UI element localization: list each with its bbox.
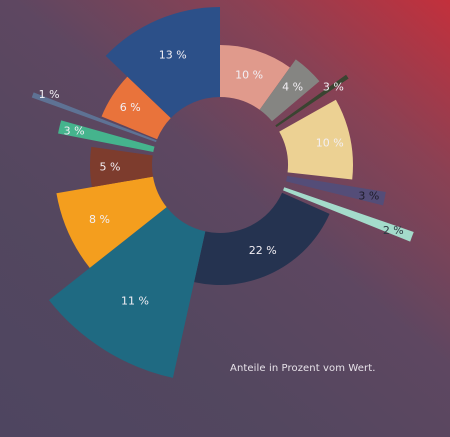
slice-9 xyxy=(56,176,167,268)
slice-label-14: 13 % xyxy=(159,49,187,62)
slice-1 xyxy=(220,45,290,110)
slice-label-10: 5 % xyxy=(100,161,121,174)
slice-12 xyxy=(31,92,157,143)
slice-4 xyxy=(279,99,353,180)
slice-6 xyxy=(283,187,414,242)
slice-label-6: 2 % xyxy=(383,224,404,237)
slice-11 xyxy=(58,120,155,153)
slice-13 xyxy=(101,76,171,140)
slice-label-8: 11 % xyxy=(121,295,149,308)
slice-7 xyxy=(194,192,330,286)
slice-5 xyxy=(285,175,386,206)
slice-label-4: 10 % xyxy=(316,137,344,150)
slice-label-3: 3 % xyxy=(323,80,344,93)
slice-label-13: 6 % xyxy=(120,101,141,114)
slice-label-5: 3 % xyxy=(358,190,379,203)
slice-label-12: 1 % xyxy=(39,88,60,101)
slice-label-11: 3 % xyxy=(64,124,85,137)
slice-3 xyxy=(275,74,349,128)
slice-label-2: 4 % xyxy=(282,80,303,93)
slice-label-7: 22 % xyxy=(249,244,277,257)
slice-2 xyxy=(259,59,320,122)
chart-caption: Anteile in Prozent vom Wert. xyxy=(230,363,376,374)
slice-label-9: 8 % xyxy=(89,213,110,226)
slice-14 xyxy=(105,7,220,119)
slice-10 xyxy=(90,146,153,188)
slice-8 xyxy=(48,207,206,378)
slice-label-1: 10 % xyxy=(235,69,263,82)
